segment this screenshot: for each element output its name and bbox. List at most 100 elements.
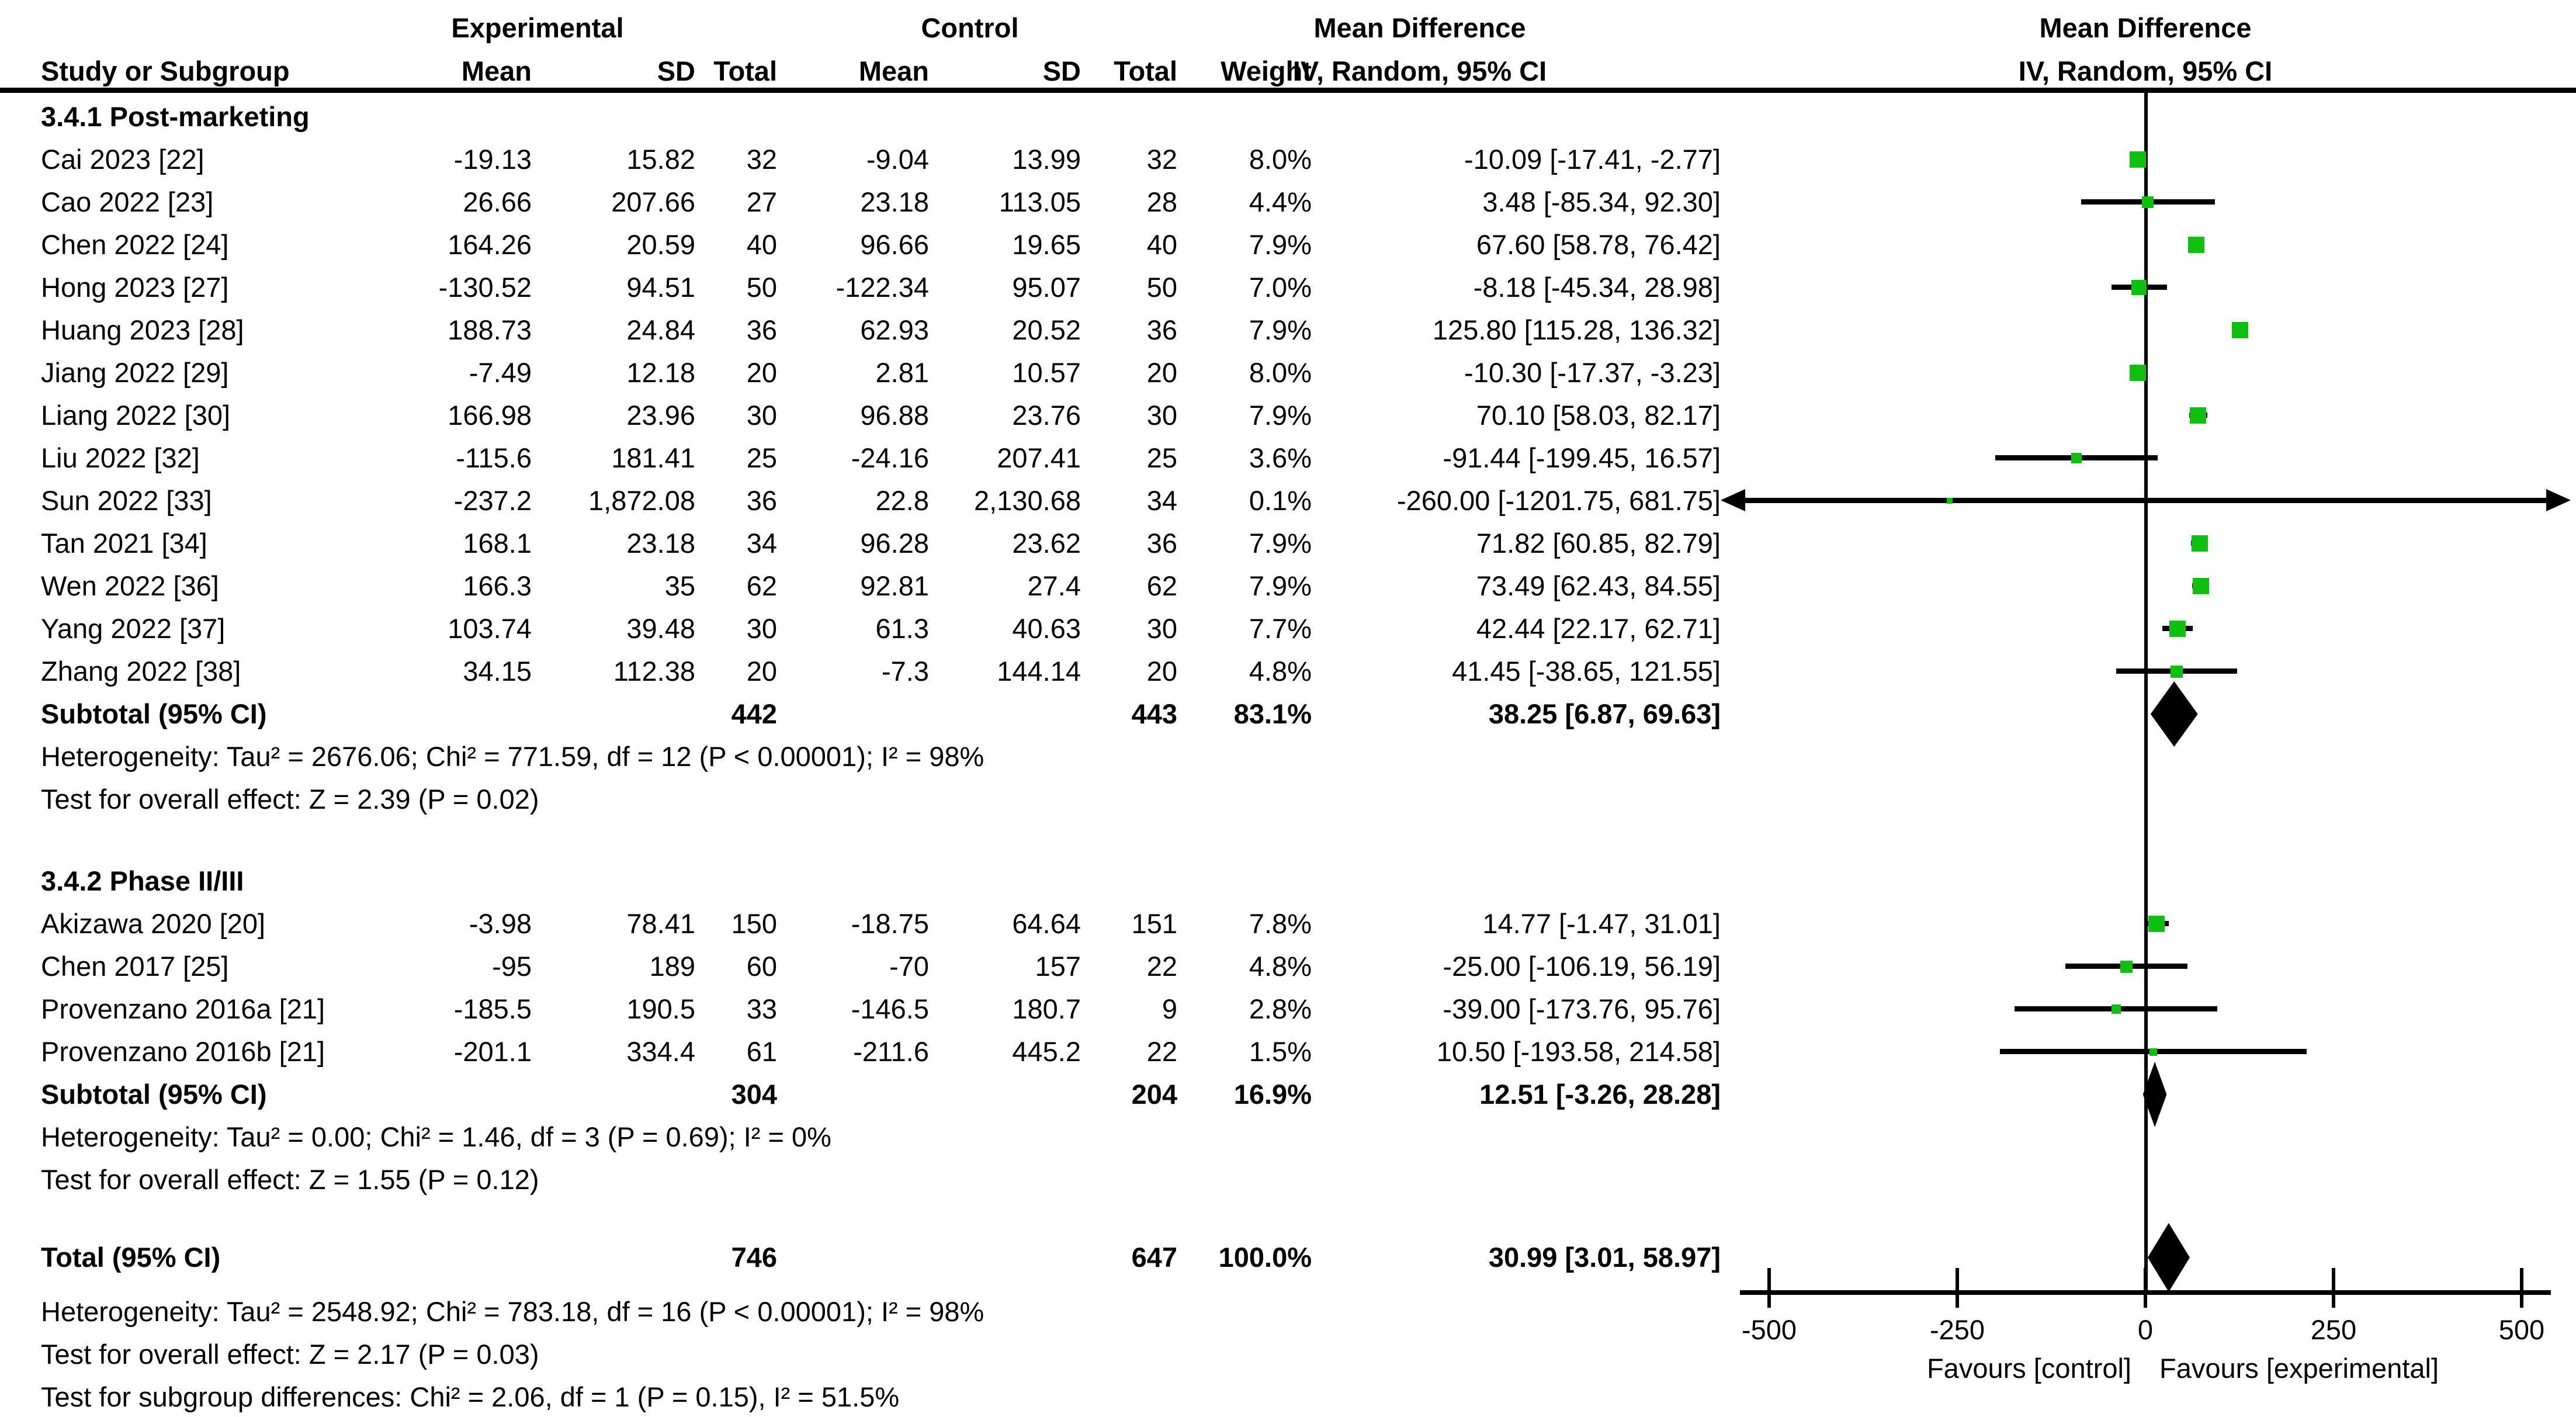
subgroup-header: 3.4.1 Post-marketing <box>41 101 310 132</box>
experimental-mean: -201.1 <box>453 1036 532 1067</box>
experimental-mean: 166.98 <box>448 400 532 431</box>
weight-value: 7.9% <box>1249 400 1312 431</box>
weight-value: 7.0% <box>1249 272 1312 303</box>
stat-column-header: Mean <box>858 56 929 86</box>
subtotal-label: Subtotal (95% CI) <box>41 698 267 729</box>
control-mean: 92.81 <box>860 570 929 601</box>
axis-tick <box>1956 1268 1959 1308</box>
effect-point-marker <box>1947 498 1953 504</box>
control-mean: -146.5 <box>851 993 929 1024</box>
effect-point-marker <box>2169 621 2186 637</box>
experimental-sd: 190.5 <box>626 993 695 1024</box>
md-ci-text: 71.82 [60.85, 82.79] <box>1476 528 1721 559</box>
md-ci-text: 3.48 [-85.34, 92.30] <box>1482 186 1721 217</box>
experimental-sd: 12.18 <box>626 357 695 388</box>
weight-value: 4.8% <box>1249 656 1312 687</box>
weight-value: 7.9% <box>1249 528 1312 559</box>
left-arrowhead-icon <box>1721 489 1745 511</box>
control-mean: 62.93 <box>860 314 929 345</box>
experimental-total: 32 <box>746 144 777 175</box>
total-diamond <box>2147 1223 2190 1292</box>
control-mean: -24.16 <box>851 442 929 473</box>
study-name: Zhang 2022 [38] <box>41 656 241 687</box>
weight-value: 7.8% <box>1249 908 1312 939</box>
experimental-mean: 188.73 <box>448 314 532 345</box>
study-name: Jiang 2022 [29] <box>41 357 229 388</box>
control-total: 25 <box>1146 442 1177 473</box>
control-mean: -7.3 <box>882 656 929 687</box>
control-mean: -211.6 <box>853 1036 929 1067</box>
control-mean: -9.04 <box>866 144 929 175</box>
control-sd: 113.05 <box>998 186 1081 217</box>
control-sd: 95.07 <box>1012 272 1081 303</box>
experimental-mean: -7.49 <box>469 357 532 388</box>
experimental-sd: 334.4 <box>626 1036 695 1067</box>
effect-point-marker <box>2232 322 2248 338</box>
control-sd: 144.14 <box>997 656 1081 687</box>
stat-column-header: SD <box>657 56 695 86</box>
weight-value: 16.9% <box>1233 1079 1312 1110</box>
effect-point-marker <box>2142 196 2154 208</box>
study-name: Liu 2022 [32] <box>41 442 200 473</box>
md-ci-text: 42.44 [22.17, 62.71] <box>1476 613 1721 644</box>
iv-random-header-left: IV, Random, 95% CI <box>1292 56 1547 86</box>
axis-tick-label: 0 <box>2137 1314 2154 1345</box>
effect-point-marker <box>2071 453 2082 463</box>
experimental-total: 34 <box>746 528 777 559</box>
md-ci-text: 70.10 [58.03, 82.17] <box>1476 400 1721 431</box>
effect-point-marker <box>2131 280 2147 295</box>
md-ci-text: -10.09 [-17.41, -2.77] <box>1464 144 1721 175</box>
experimental-sd: 35 <box>664 570 695 601</box>
heterogeneity-text: Heterogeneity: Tau² = 0.00; Chi² = 1.46,… <box>41 1121 831 1152</box>
favours-experimental-label: Favours [experimental] <box>2159 1353 2439 1384</box>
control-sd: 23.76 <box>1012 400 1081 431</box>
control-total: 30 <box>1146 613 1177 644</box>
control-total: 151 <box>1131 908 1177 939</box>
md-ci-text: 10.50 [-193.58, 214.58] <box>1436 1036 1721 1067</box>
stat-column-header: Total <box>713 56 777 86</box>
stat-column-header: Total <box>1114 56 1177 86</box>
experimental-sd: 78.41 <box>626 908 695 939</box>
control-mean: 22.8 <box>875 485 929 516</box>
experimental-total: 304 <box>731 1079 777 1110</box>
stat-column-header: Weight <box>1221 56 1312 86</box>
md-ci-text: -260.00 [-1201.75, 681.75] <box>1397 485 1721 516</box>
favours-control-label: Favours [control] <box>1926 1353 2131 1384</box>
control-total: 30 <box>1146 400 1177 431</box>
experimental-total: 40 <box>746 229 777 260</box>
control-sd: 207.41 <box>997 442 1081 473</box>
effect-point-marker <box>2130 365 2146 381</box>
zero-line <box>2144 93 2148 1293</box>
study-name: Provenzano 2016a [21] <box>41 993 325 1024</box>
axis-tick <box>2520 1268 2523 1308</box>
md-ci-text: 30.99 [3.01, 58.97] <box>1488 1242 1721 1273</box>
experimental-total: 60 <box>746 951 777 982</box>
experimental-mean: -130.52 <box>438 272 532 303</box>
control-sd: 180.7 <box>1012 993 1081 1024</box>
control-mean: -70 <box>889 951 929 982</box>
experimental-sd: 189 <box>649 951 695 982</box>
md-ci-text: -8.18 [-45.34, 28.98] <box>1473 272 1721 303</box>
experimental-sd: 1,872.08 <box>588 485 695 516</box>
axis-tick <box>2332 1268 2335 1308</box>
subgroup-differences-text: Test for subgroup differences: Chi² = 2.… <box>41 1381 900 1412</box>
experimental-mean: 166.3 <box>463 570 532 601</box>
experimental-mean: -3.98 <box>469 908 532 939</box>
experimental-sd: 39.48 <box>626 613 695 644</box>
weight-value: 2.8% <box>1249 993 1312 1024</box>
study-name: Hong 2023 [27] <box>41 272 229 303</box>
experimental-mean: -185.5 <box>453 993 532 1024</box>
subgroup-header: 3.4.2 Phase II/III <box>41 865 244 896</box>
control-mean: 96.66 <box>860 229 929 260</box>
control-total: 22 <box>1146 1036 1177 1067</box>
experimental-total: 50 <box>746 272 777 303</box>
weight-value: 7.7% <box>1249 613 1312 644</box>
experimental-sd: 23.18 <box>626 528 695 559</box>
effect-point-marker <box>2112 1004 2121 1014</box>
control-mean: 23.18 <box>860 186 929 217</box>
study-name: Provenzano 2016b [21] <box>41 1036 325 1067</box>
experimental-sd: 24.84 <box>626 314 695 345</box>
effect-point-marker <box>2120 961 2133 973</box>
control-sd: 445.2 <box>1012 1036 1081 1067</box>
study-name: Tan 2021 [34] <box>41 528 207 559</box>
